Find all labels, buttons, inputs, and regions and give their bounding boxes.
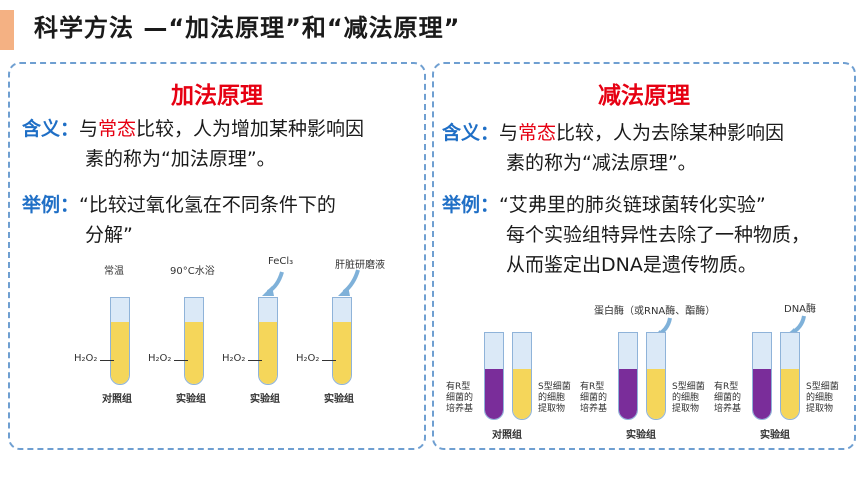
meaning-text-post: 比较，人为增加某种影响因 bbox=[136, 118, 365, 140]
arrow-icon bbox=[338, 286, 350, 296]
title-accent-bar bbox=[0, 10, 14, 50]
example-line1: “比较过氧化氢在不同条件下的 bbox=[79, 194, 336, 216]
addition-panel-title: 加法原理 bbox=[171, 83, 263, 109]
subtraction-example-line3: 从而鉴定出DNA是遗传物质。 bbox=[506, 254, 757, 276]
test-tube bbox=[618, 332, 638, 420]
addition-example-line2: 分解” bbox=[85, 224, 133, 246]
meaning-text-post: 比较，人为去除某种影响因 bbox=[556, 122, 785, 144]
subtraction-panel-title: 减法原理 bbox=[598, 83, 690, 109]
test-tube bbox=[484, 332, 504, 420]
enzyme-label: DNA酶 bbox=[784, 304, 817, 315]
group-label: 对照组 bbox=[492, 430, 522, 441]
arrow-icon bbox=[262, 286, 274, 296]
test-tube bbox=[332, 297, 352, 385]
page-title: 科学方法 —“加法原理”和“减法原理” bbox=[34, 14, 461, 42]
meaning-highlight: 常态 bbox=[98, 118, 137, 140]
reagent-arrows bbox=[262, 269, 360, 296]
tube-side-label: 有R型 细菌的 培养基 bbox=[714, 382, 742, 414]
condition-label: FeCl₃ bbox=[268, 256, 294, 267]
condition-label: 常温 bbox=[104, 266, 124, 277]
meaning-text-pre: 与 bbox=[79, 118, 99, 140]
meaning-text-pre: 与 bbox=[499, 122, 519, 144]
tube-side-label: S型细菌 的细胞 提取物 bbox=[806, 382, 839, 414]
reagent-label: H₂O₂ bbox=[148, 353, 172, 364]
condition-label: 90°C水浴 bbox=[170, 266, 215, 277]
subtraction-principle-panel: 减法原理 含义：与常态比较，人为去除某种影响因 素的称为“减法原理”。 举例：“… bbox=[432, 62, 856, 450]
group-label: 实验组 bbox=[324, 394, 354, 405]
subtraction-meaning-row: 含义：与常态比较，人为去除某种影响因 bbox=[442, 118, 784, 148]
test-tube bbox=[512, 332, 532, 420]
tube-side-label: S型细菌 的细胞 提取物 bbox=[538, 382, 571, 414]
addition-example-row: 举例：“比较过氧化氢在不同条件下的 bbox=[22, 190, 336, 220]
label-line bbox=[248, 360, 262, 361]
example-label: 举例： bbox=[442, 194, 500, 216]
tube-side-label: 有R型 细菌的 培养基 bbox=[446, 382, 474, 414]
subtraction-example-row: 举例：“艾弗里的肺炎链球菌转化实验” bbox=[442, 190, 766, 220]
addition-meaning-row: 含义：与常态比较，人为增加某种影响因 bbox=[22, 114, 364, 144]
example-line1: “艾弗里的肺炎链球菌转化实验” bbox=[499, 194, 766, 216]
reagent-label: H₂O₂ bbox=[222, 353, 246, 364]
example-label: 举例： bbox=[22, 194, 80, 216]
tube-side-label: S型细菌 的细胞 提取物 bbox=[672, 382, 705, 414]
condition-label: 肝脏研磨液 bbox=[335, 260, 385, 271]
tube-side-label: 有R型 细菌的 培养基 bbox=[580, 382, 608, 414]
label-line bbox=[100, 360, 114, 361]
test-tube bbox=[646, 332, 666, 420]
meaning-label: 含义： bbox=[442, 122, 500, 144]
group-label: 实验组 bbox=[760, 430, 790, 441]
reagent-label: H₂O₂ bbox=[296, 353, 320, 364]
addition-meaning-line2: 素的称为“加法原理”。 bbox=[85, 148, 276, 170]
meaning-highlight: 常态 bbox=[518, 122, 557, 144]
enzyme-label: 蛋白酶（或RNA酶、酯酶） bbox=[594, 306, 716, 317]
group-label: 实验组 bbox=[176, 394, 206, 405]
subtraction-example-line2: 每个实验组特异性去除了一种物质， bbox=[506, 224, 811, 246]
meaning-label: 含义： bbox=[22, 118, 80, 140]
test-tube bbox=[780, 332, 800, 420]
test-tube bbox=[184, 297, 204, 385]
addition-principle-panel: 加法原理 含义：与常态比较，人为增加某种影响因 素的称为“加法原理”。 举例：“… bbox=[8, 62, 426, 450]
test-tube bbox=[110, 297, 130, 385]
test-tube bbox=[258, 297, 278, 385]
subtraction-meaning-line2: 素的称为“减法原理”。 bbox=[506, 152, 697, 174]
group-label: 实验组 bbox=[626, 430, 656, 441]
group-label: 实验组 bbox=[250, 394, 280, 405]
label-line bbox=[322, 360, 336, 361]
reagent-label: H₂O₂ bbox=[74, 353, 98, 364]
label-line bbox=[174, 360, 188, 361]
group-label: 对照组 bbox=[102, 394, 132, 405]
test-tube bbox=[752, 332, 772, 420]
